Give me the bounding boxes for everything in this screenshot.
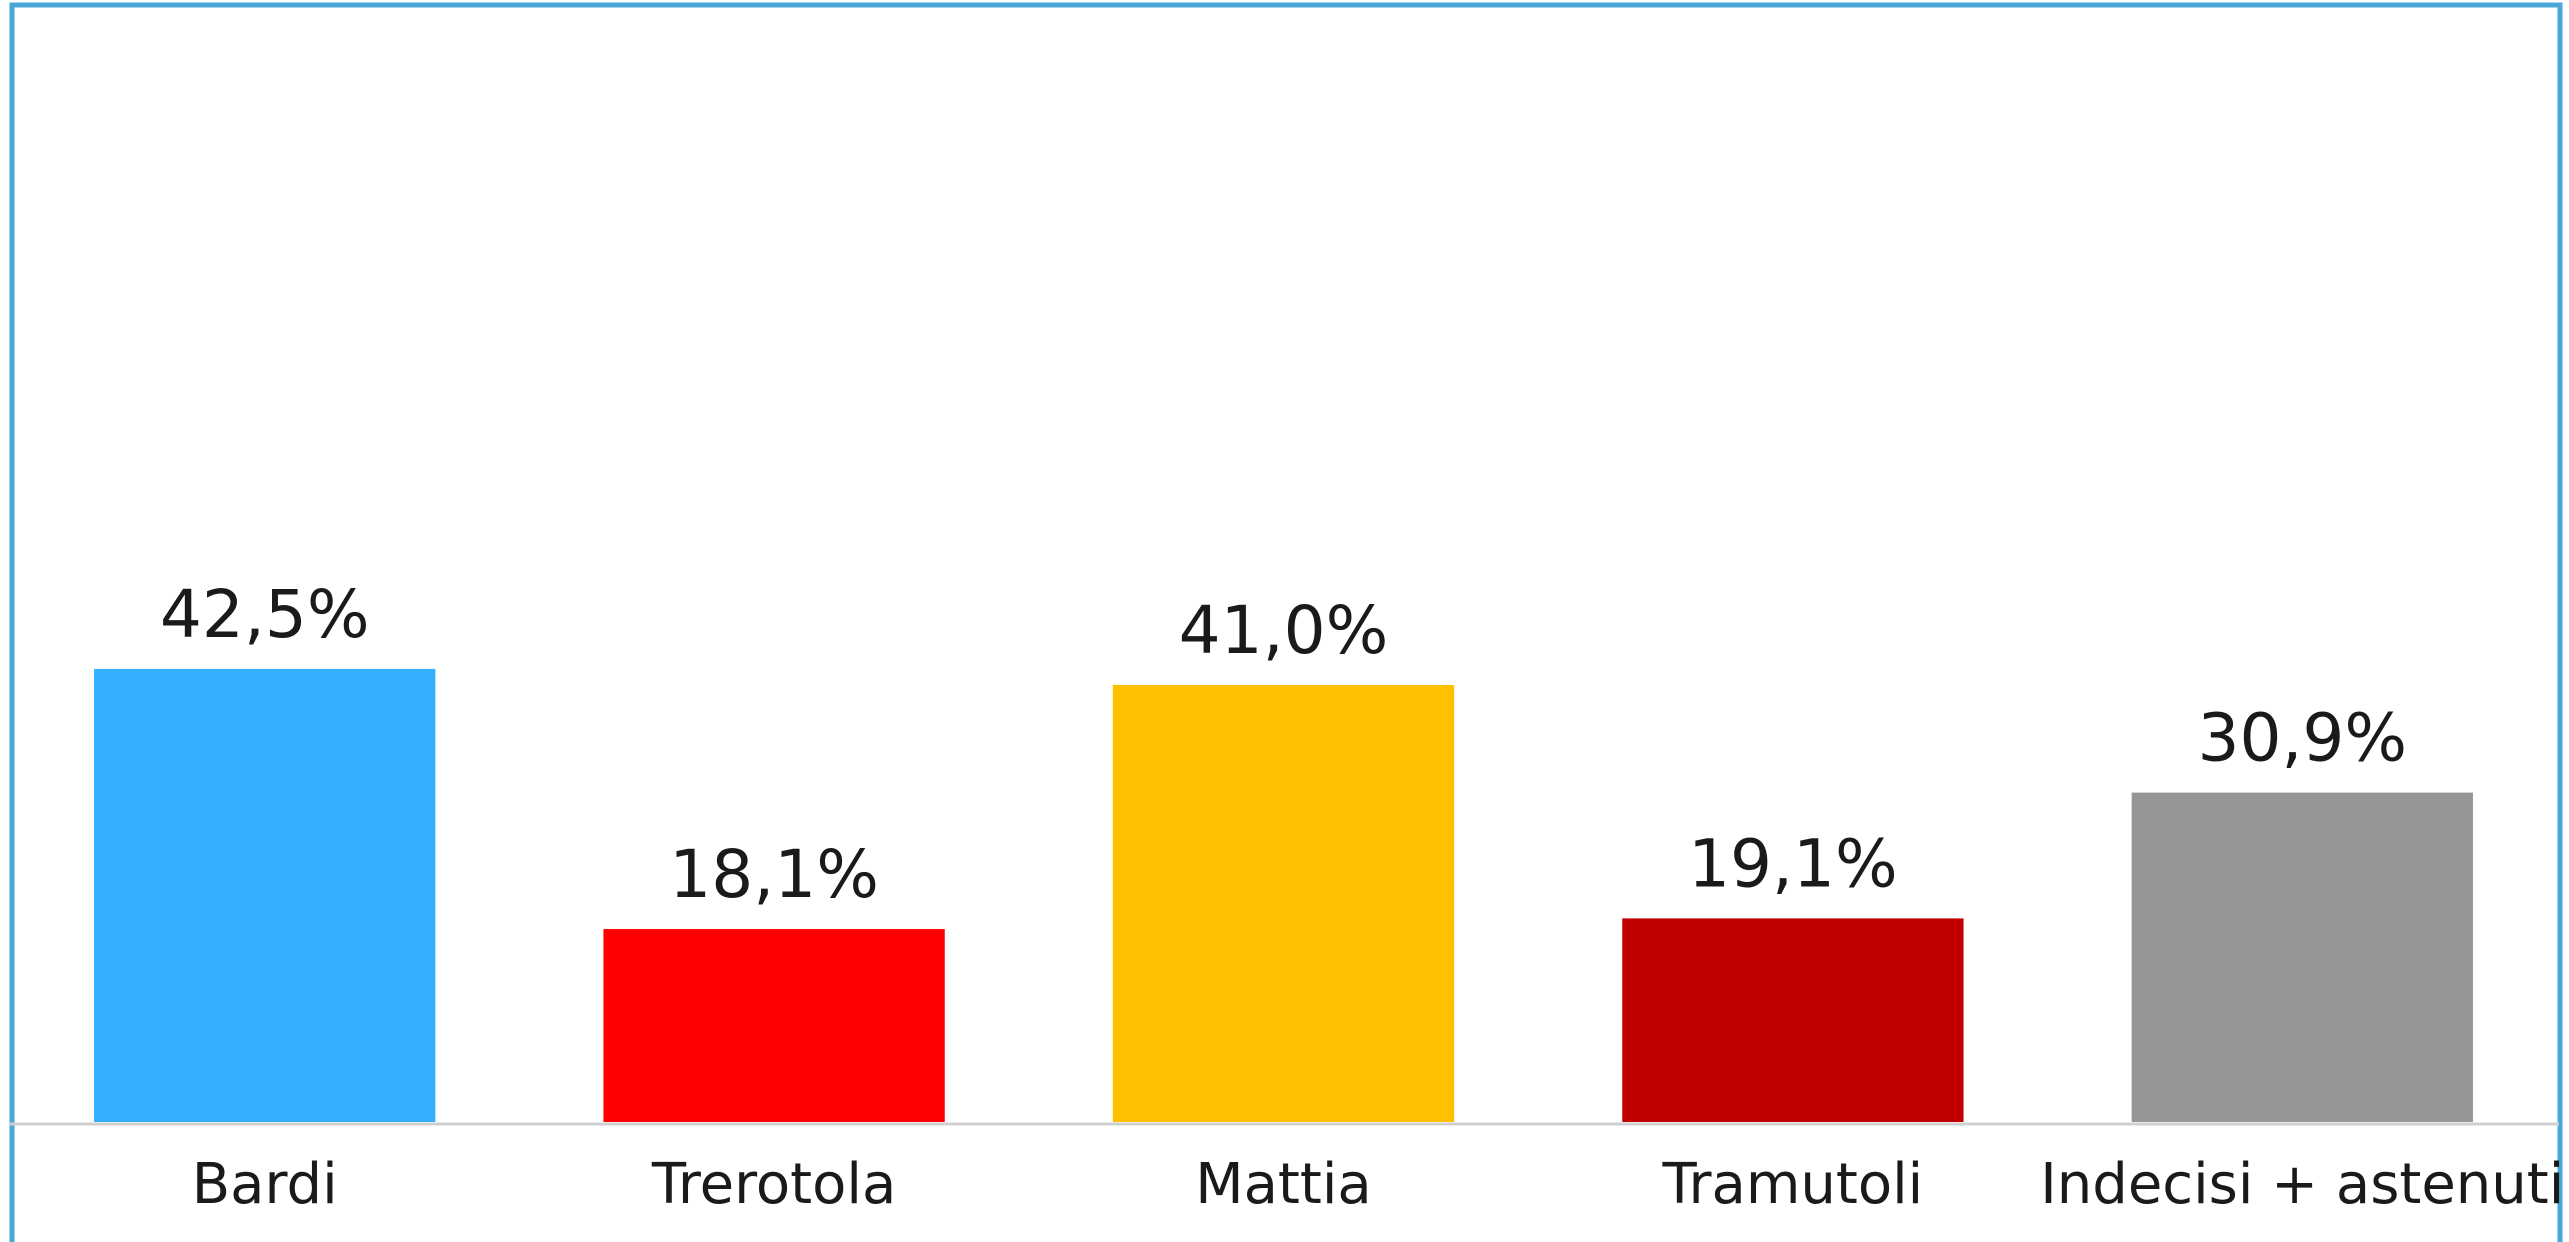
bar <box>1622 918 1964 1122</box>
x-tick-label: Indecisi + astenuti <box>2040 1152 2564 1217</box>
value-label: 18,1% <box>669 836 879 913</box>
x-tick-label: Mattia <box>1195 1152 1371 1217</box>
frame <box>9 2 2563 1242</box>
bar <box>1112 684 1455 1122</box>
bar <box>2131 792 2473 1122</box>
value-label: 41,0% <box>1179 592 1389 669</box>
x-tick-label: Trerotola <box>651 1152 896 1217</box>
bar <box>94 668 436 1122</box>
value-label: 42,5% <box>160 576 370 653</box>
bar <box>603 929 945 1122</box>
x-tick-label: Bardi <box>192 1152 338 1217</box>
value-label: 19,1% <box>1688 825 1898 902</box>
value-label: 30,9% <box>2197 700 2407 777</box>
x-tick-label: Tramutoli <box>1662 1152 1924 1217</box>
